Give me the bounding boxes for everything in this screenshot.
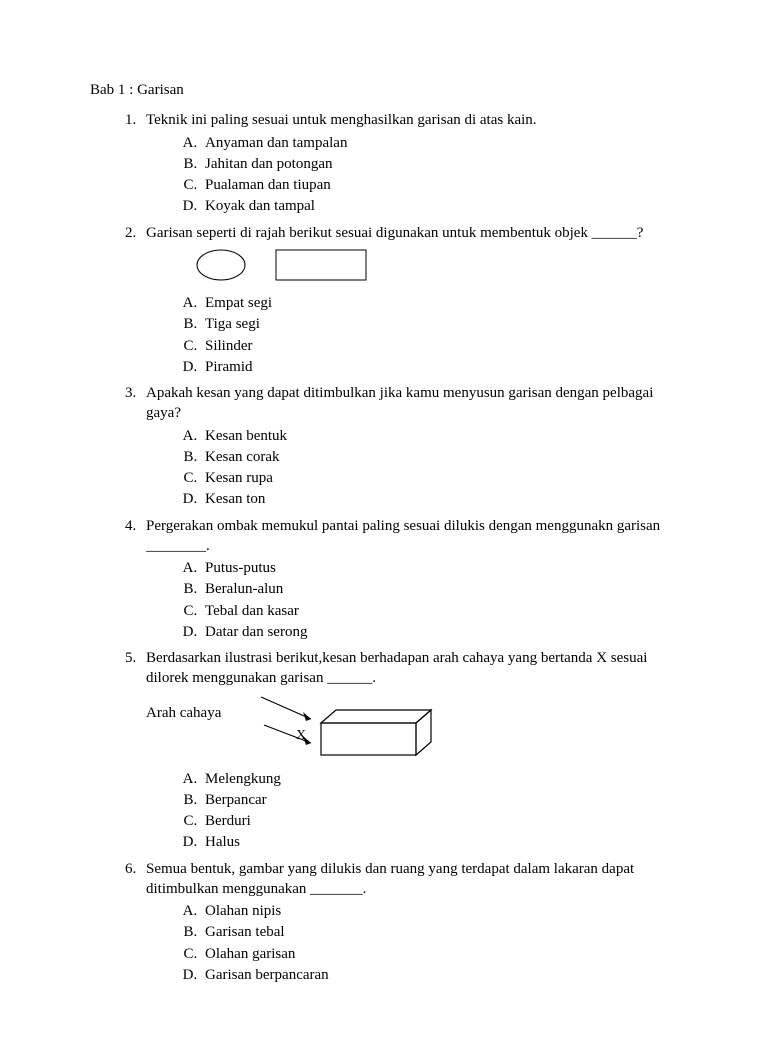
question-list: Teknik ini paling sesuai untuk menghasil… (90, 110, 678, 985)
question-text: Garisan seperti di rajah berikut sesuai … (146, 223, 678, 243)
question-item: Semua bentuk, gambar yang dilukis dan ru… (140, 859, 678, 986)
option-item: Pualaman dan tiupan (201, 175, 678, 195)
question-item: Apakah kesan yang dapat ditimbulkan jika… (140, 383, 678, 510)
option-item: Beralun-alun (201, 579, 678, 599)
option-item: Garisan berpancaran (201, 965, 678, 985)
option-item: Berduri (201, 811, 678, 831)
question-text: Teknik ini paling sesuai untuk menghasil… (146, 110, 678, 130)
question-item: Berdasarkan ilustrasi berikut,kesan berh… (140, 648, 678, 853)
option-item: Koyak dan tampal (201, 196, 678, 216)
option-item: Kesan corak (201, 447, 678, 467)
option-item: Kesan rupa (201, 468, 678, 488)
cuboid-illustration: Arah cahaya X (146, 695, 678, 765)
question-text: Apakah kesan yang dapat ditimbulkan jika… (146, 383, 678, 424)
option-item: Empat segi (201, 293, 678, 313)
rectangle-shape-icon (275, 249, 369, 283)
option-list: Olahan nipis Garisan tebal Olahan garisa… (146, 901, 678, 985)
question-item: Garisan seperti di rajah berikut sesuai … (140, 223, 678, 378)
option-item: Putus-putus (201, 558, 678, 578)
x-marker-label: X (296, 728, 306, 743)
option-item: Jahitan dan potongan (201, 154, 678, 174)
question-item: Pergerakan ombak memukul pantai paling s… (140, 516, 678, 643)
option-item: Berpancar (201, 790, 678, 810)
question-text: Semua bentuk, gambar yang dilukis dan ru… (146, 859, 678, 900)
option-item: Datar dan serong (201, 622, 678, 642)
shapes-illustration (191, 249, 678, 289)
option-item: Tebal dan kasar (201, 601, 678, 621)
light-direction-label: Arah cahaya (146, 703, 221, 723)
option-item: Kesan bentuk (201, 426, 678, 446)
chapter-title: Bab 1 : Garisan (90, 80, 678, 100)
option-item: Olahan garisan (201, 944, 678, 964)
option-item: Melengkung (201, 769, 678, 789)
option-item: Anyaman dan tampalan (201, 133, 678, 153)
option-item: Silinder (201, 336, 678, 356)
option-item: Garisan tebal (201, 922, 678, 942)
ellipse-shape-icon (191, 249, 251, 283)
cuboid-svg-icon: X (256, 695, 456, 765)
option-list: Melengkung Berpancar Berduri Halus (146, 769, 678, 853)
option-item: Piramid (201, 357, 678, 377)
question-text: Pergerakan ombak memukul pantai paling s… (146, 516, 678, 557)
question-text: Berdasarkan ilustrasi berikut,kesan berh… (146, 648, 678, 689)
option-list: Kesan bentuk Kesan corak Kesan rupa Kesa… (146, 426, 678, 510)
option-item: Olahan nipis (201, 901, 678, 921)
option-list: Anyaman dan tampalan Jahitan dan potonga… (146, 133, 678, 217)
option-list: Putus-putus Beralun-alun Tebal dan kasar… (146, 558, 678, 642)
question-item: Teknik ini paling sesuai untuk menghasil… (140, 110, 678, 216)
option-item: Halus (201, 832, 678, 852)
option-item: Tiga segi (201, 314, 678, 334)
option-list: Empat segi Tiga segi Silinder Piramid (146, 293, 678, 377)
option-item: Kesan ton (201, 489, 678, 509)
